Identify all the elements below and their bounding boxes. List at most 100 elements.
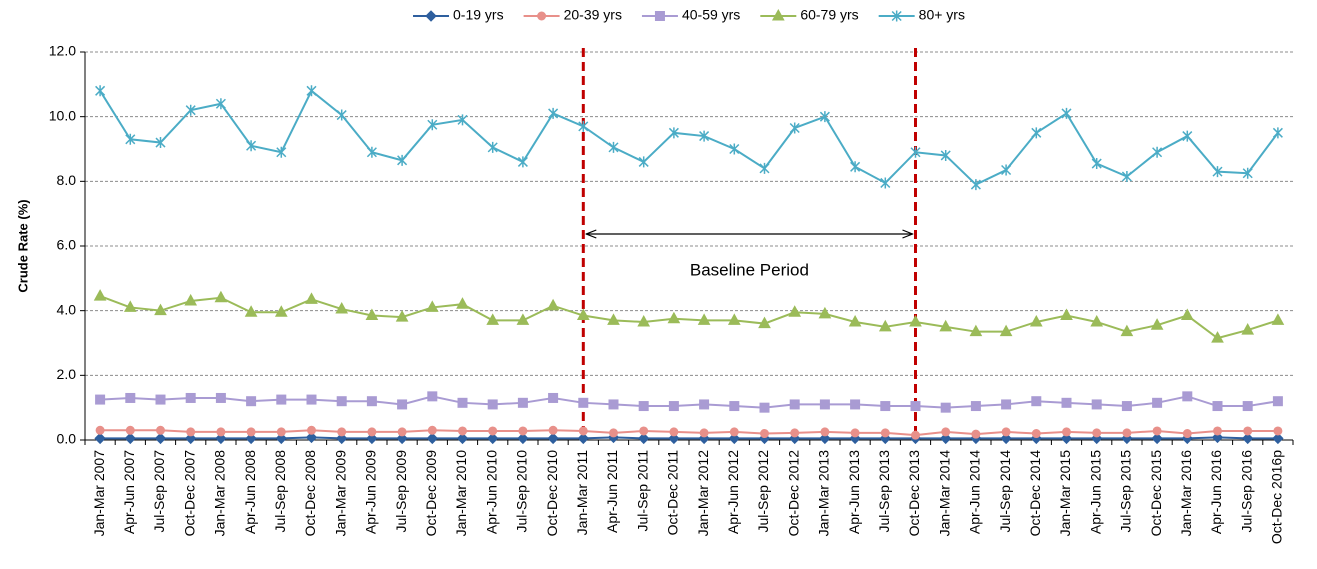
annotation-text: Baseline Period [690, 260, 809, 279]
marker [245, 432, 257, 445]
marker [1272, 127, 1283, 139]
marker [637, 432, 650, 445]
marker [789, 399, 800, 410]
marker [879, 432, 892, 445]
marker [426, 432, 439, 445]
marker [184, 293, 198, 306]
marker [880, 177, 891, 189]
marker [819, 399, 830, 410]
marker [246, 427, 256, 437]
marker [1001, 399, 1012, 410]
marker [1090, 314, 1104, 327]
marker [306, 394, 317, 405]
marker [1181, 432, 1194, 445]
marker [1243, 426, 1253, 436]
marker [275, 432, 288, 445]
marker [305, 431, 318, 444]
marker [819, 111, 830, 123]
x-tick-label: Jul-Sep 2012 [755, 450, 771, 533]
marker [788, 305, 802, 317]
x-tick-label: Apr-Jun 2015 [1087, 450, 1103, 534]
marker [276, 427, 286, 437]
marker [518, 426, 528, 436]
marker [638, 401, 649, 412]
legend-label: 20-39 yrs [564, 7, 622, 23]
marker [1272, 432, 1284, 445]
marker [880, 401, 891, 412]
marker [1152, 397, 1163, 408]
x-tick-label: Jan-Mar 2012 [695, 450, 711, 537]
marker [487, 141, 498, 153]
marker [1150, 318, 1164, 330]
marker [999, 324, 1013, 337]
marker [185, 392, 196, 403]
y-axis-title: Crude Rate (%) [15, 199, 30, 292]
marker [759, 162, 770, 174]
marker [276, 146, 287, 158]
marker [668, 432, 680, 445]
y-tick-label: 0.0 [57, 431, 77, 447]
marker [727, 313, 741, 325]
marker [909, 314, 922, 327]
marker [486, 432, 499, 445]
marker [1001, 427, 1011, 437]
marker [95, 394, 106, 405]
marker [1061, 107, 1072, 119]
marker [93, 289, 107, 301]
x-tick-label: Apr-Jun 2016 [1208, 450, 1224, 534]
marker [94, 432, 106, 445]
marker [848, 314, 862, 327]
x-tick-label: Jul-Sep 2011 [634, 450, 650, 532]
x-tick-label: Jan-Mar 2008 [212, 450, 228, 537]
marker [365, 308, 379, 321]
x-tick-label: Oct-Dec 2015 [1148, 450, 1164, 537]
x-tick-label: Apr-Jun 2009 [363, 450, 379, 534]
marker [184, 432, 197, 445]
marker [216, 427, 226, 437]
x-tick-label: Jan-Mar 2015 [1057, 450, 1073, 537]
marker [819, 432, 831, 445]
marker [697, 313, 711, 325]
marker [427, 391, 438, 402]
marker [1241, 323, 1255, 335]
marker [1061, 397, 1072, 408]
x-tick-label: Apr-Jun 2007 [121, 450, 137, 534]
marker [336, 109, 347, 121]
y-tick-label: 4.0 [57, 301, 77, 317]
y-tick-label: 6.0 [57, 237, 77, 253]
marker [547, 432, 559, 445]
marker [698, 432, 710, 445]
series-line [100, 395, 1279, 409]
x-tick-label: Oct-Dec 2013 [906, 450, 922, 537]
y-tick-label: 2.0 [57, 366, 77, 382]
marker [367, 427, 377, 437]
marker [969, 324, 983, 337]
marker [546, 298, 560, 311]
x-tick-label: Jan-Mar 2007 [91, 450, 107, 537]
marker [729, 401, 740, 412]
marker [244, 305, 258, 317]
marker [1031, 396, 1042, 407]
marker [246, 396, 257, 407]
marker [457, 114, 468, 126]
marker [337, 427, 347, 437]
marker [246, 140, 257, 152]
x-tick-label: Jul-Sep 2014 [997, 450, 1013, 533]
marker [1152, 146, 1163, 158]
x-tick-label: Jan-Mar 2014 [936, 450, 952, 537]
marker [939, 432, 952, 445]
marker [548, 425, 558, 435]
marker [578, 120, 589, 132]
marker [1182, 429, 1192, 439]
marker [1090, 432, 1103, 445]
y-tick-label: 10.0 [49, 107, 76, 123]
marker [760, 429, 769, 439]
x-tick-label: Jan-Mar 2009 [332, 450, 348, 537]
marker [457, 397, 468, 408]
marker [1211, 431, 1224, 444]
marker [1120, 324, 1134, 337]
marker [185, 104, 196, 116]
marker [123, 300, 137, 312]
series-line [100, 429, 1278, 437]
